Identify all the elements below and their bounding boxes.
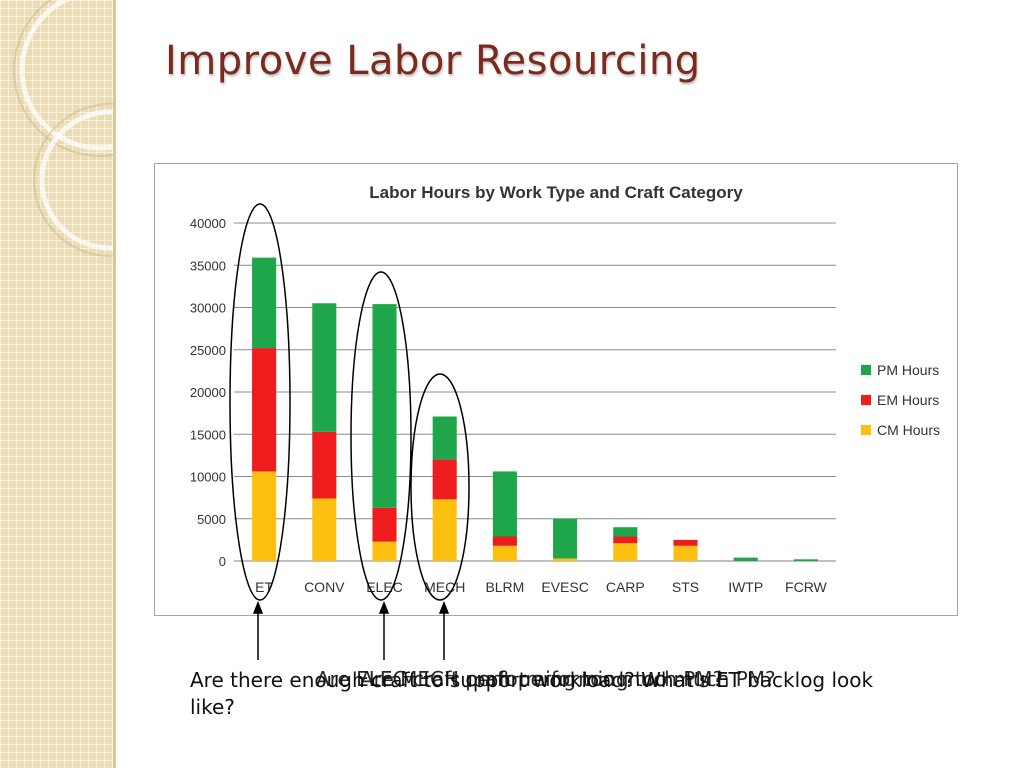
y-tick-label: 30000 [190, 301, 226, 316]
bar-evesc-cm-hours [553, 558, 578, 561]
bar-conv-cm-hours [312, 498, 337, 561]
x-tick-label: MECH [424, 579, 465, 595]
y-tick-label: 0 [219, 554, 226, 569]
legend-swatch [861, 365, 871, 375]
bar-carp-pm-hours [613, 527, 638, 537]
bar-mech-em-hours [432, 459, 457, 500]
x-tick-label: FCRW [785, 579, 828, 595]
bar-et-cm-hours [252, 471, 277, 561]
bar-blrm-em-hours [492, 536, 517, 546]
x-tick-label: ET [255, 579, 273, 595]
caption-mech-question: Are MECH craft performing too much PM? [360, 667, 776, 691]
x-tick-label: STS [672, 579, 699, 595]
sidebar-decoration [0, 0, 113, 768]
bar-elec-pm-hours [372, 304, 397, 508]
legend-swatch [861, 395, 871, 405]
bar-mech-pm-hours [432, 416, 457, 460]
bar-iwtp-pm-hours [733, 557, 758, 561]
decorative-rings [13, 0, 113, 257]
caption-et-question: Are there enough craft to support worklo… [190, 668, 874, 719]
x-tick-label: ELEC [366, 579, 403, 595]
bar-conv-pm-hours [312, 303, 337, 432]
bar-conv-em-hours [312, 431, 337, 499]
legend-label: PM Hours [877, 362, 939, 378]
y-tick-label: 10000 [190, 470, 226, 485]
bar-evesc-pm-hours [553, 518, 578, 559]
sidebar-edge [113, 0, 116, 768]
bar-elec-cm-hours [372, 541, 397, 561]
y-tick-label: 5000 [197, 512, 226, 527]
legend-swatch [861, 425, 871, 435]
bar-sts-cm-hours [673, 545, 698, 561]
bar-et-pm-hours [252, 257, 277, 349]
x-tick-label: IWTP [728, 579, 763, 595]
y-tick-label: 15000 [190, 427, 226, 442]
stacked-bar-chart: Labor Hours by Work Type and Craft Categ… [190, 183, 940, 595]
bar-elec-em-hours [372, 507, 397, 542]
y-tick-label: 35000 [190, 258, 226, 273]
chart-title: Labor Hours by Work Type and Craft Categ… [369, 183, 743, 202]
bar-blrm-cm-hours [492, 545, 517, 561]
page-title: Improve Labor Resourcing [165, 38, 701, 84]
bar-fcrw-pm-hours [793, 559, 818, 561]
y-axis-ticks: 0 5000 10000 15000 20000 25000 30000 35000 40000 [190, 216, 226, 569]
y-tick-label: 40000 [190, 216, 226, 231]
y-tick-label: 20000 [190, 385, 226, 400]
x-tick-label: CONV [304, 579, 345, 595]
x-tick-label: EVESC [541, 579, 588, 595]
x-tick-label: CARP [606, 579, 645, 595]
bar-et-em-hours [252, 348, 277, 472]
x-axis-ticks: ET CONV ELEC MECH BLRM EVESC CARP STS IWTP FCRW [255, 579, 827, 595]
legend: PM Hours EM Hours CM Hours [861, 362, 940, 438]
legend-label: EM Hours [877, 392, 939, 408]
bar-sts-em-hours [673, 539, 698, 546]
bar-blrm-pm-hours [492, 471, 517, 537]
bars [252, 257, 818, 561]
y-tick-label: 25000 [190, 343, 226, 358]
legend-label: CM Hours [877, 422, 940, 438]
bar-carp-em-hours [613, 536, 638, 544]
bar-carp-cm-hours [613, 543, 638, 561]
bar-mech-cm-hours [432, 499, 457, 561]
x-tick-label: BLRM [485, 579, 524, 595]
caption-elec-question: Are ELEC craft performing too much PM? [316, 667, 724, 691]
